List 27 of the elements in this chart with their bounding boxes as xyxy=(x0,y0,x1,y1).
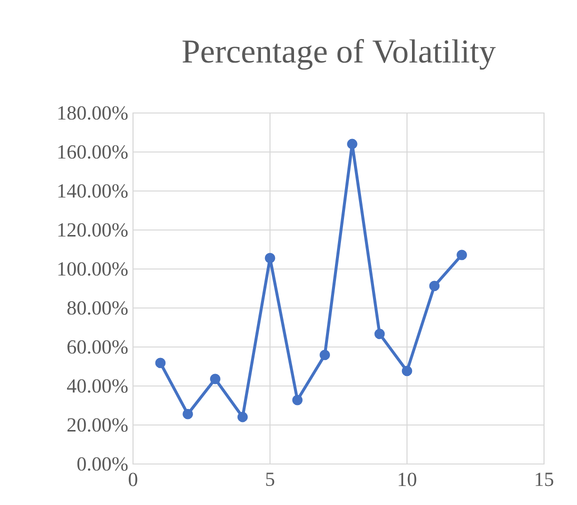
y-tick-label: 100.00% xyxy=(58,262,128,276)
y-tick-label: 40.00% xyxy=(67,379,128,393)
point xyxy=(347,138,358,150)
y-tick-label: 180.00% xyxy=(58,106,128,120)
x-tick-label: 10 xyxy=(398,472,416,486)
chart-title: Percentage of Volatility xyxy=(182,38,496,70)
y-tick-label: 140.00% xyxy=(58,184,128,198)
point xyxy=(237,412,248,422)
point xyxy=(402,366,412,376)
y-tick-label: 60.00% xyxy=(67,340,128,354)
y-tick-label: 80.00% xyxy=(67,301,128,315)
point xyxy=(210,374,220,384)
point xyxy=(264,252,276,264)
point xyxy=(374,328,385,340)
point xyxy=(155,358,166,368)
y-tick-label: 160.00% xyxy=(58,145,128,159)
x-tick-label: 0 xyxy=(128,472,138,486)
x-tick-label: 5 xyxy=(266,472,274,486)
point xyxy=(292,394,303,406)
y-tick-label: 0.00% xyxy=(77,457,128,471)
point xyxy=(456,250,468,260)
x-tick-label: 15 xyxy=(536,472,554,486)
y-tick-label: 20.00% xyxy=(68,418,128,432)
point xyxy=(182,408,194,420)
point xyxy=(320,350,330,360)
point xyxy=(429,280,440,292)
y-tick-label: 120.00% xyxy=(58,223,128,237)
